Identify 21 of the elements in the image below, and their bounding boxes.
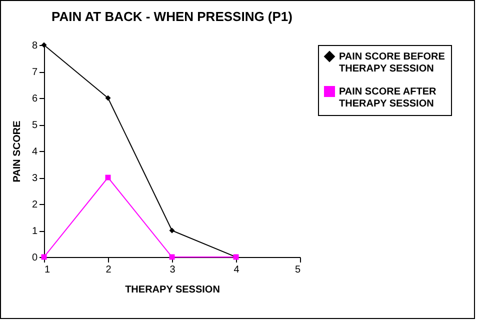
y-tick-label: 8 — [32, 40, 38, 52]
y-tick-label: 5 — [32, 120, 38, 131]
x-tick-label: 5 — [294, 264, 301, 276]
x-tick-label: 4 — [234, 264, 240, 276]
y-tick-label: 0 — [32, 252, 38, 264]
y-tick-label: 4 — [32, 146, 38, 158]
point — [169, 228, 175, 234]
x-axis-title: THERAPY SESSION — [125, 284, 220, 296]
y-tick-label: 3 — [32, 173, 38, 184]
point — [105, 95, 111, 101]
chart-title: PAIN AT BACK - WHEN PRESSING (P1) — [52, 9, 292, 24]
y-tick-label: 6 — [32, 94, 38, 104]
y-tick-label: 2 — [32, 200, 38, 210]
x-tick-label: 1 — [44, 264, 50, 276]
x-tick-label: 2 — [106, 264, 112, 276]
legend-label: PAIN SCORE AFTER THERAPY SESSION — [339, 86, 438, 110]
legend-label: PAIN SCORE BEFORE THERAPY SESSION — [339, 52, 446, 74]
y-tick-label: 7 — [32, 67, 38, 78]
y-axis-title: PAIN SCORE — [12, 120, 23, 182]
x-tick-label: 3 — [170, 264, 176, 276]
y-tick-label: 1 — [32, 226, 38, 237]
